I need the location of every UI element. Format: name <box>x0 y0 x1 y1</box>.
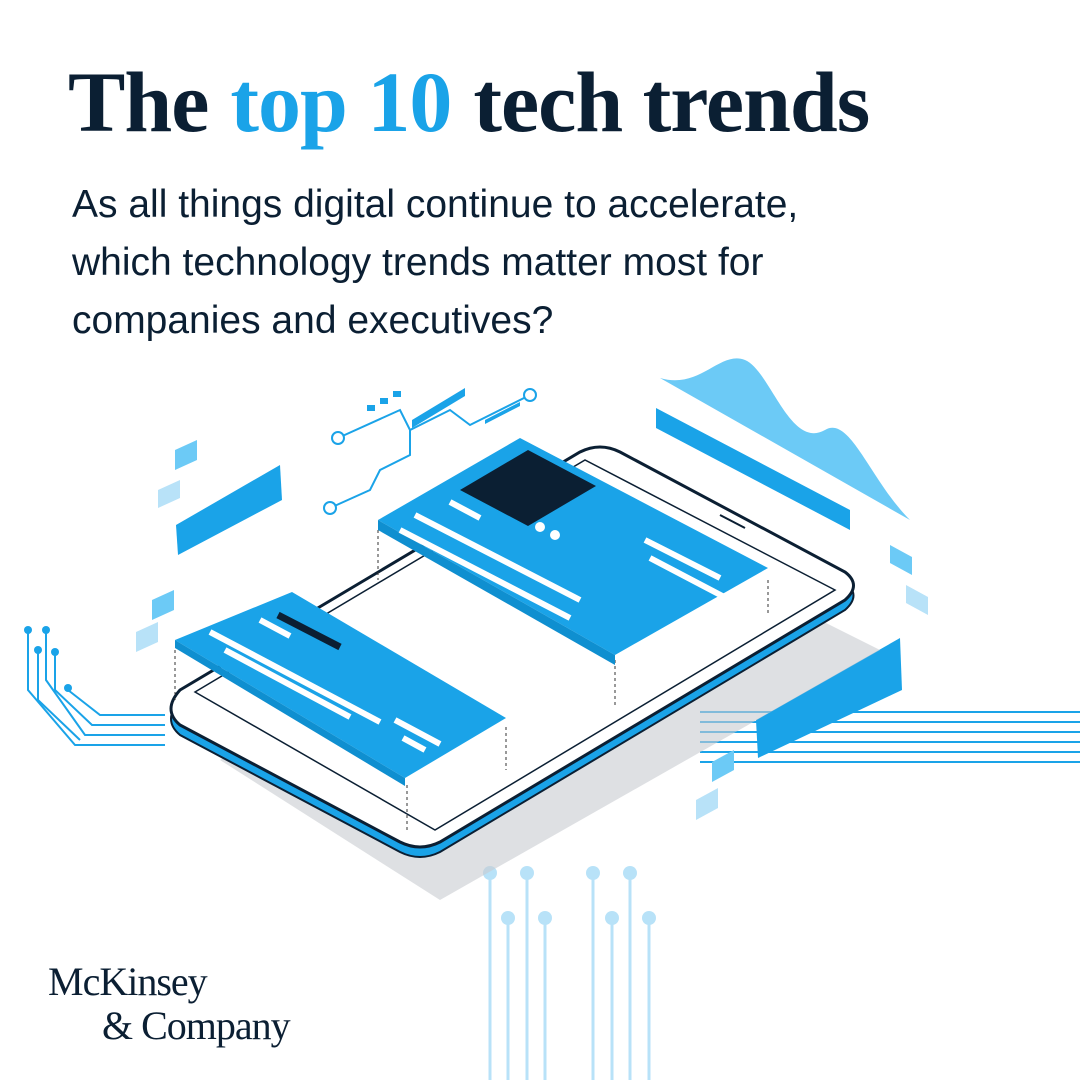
title-end: tech trends <box>473 54 870 150</box>
title-start: The <box>68 54 209 150</box>
title: The top 10 tech trends <box>68 52 891 152</box>
logo-line: McKinsey <box>48 959 208 1004</box>
subtitle-line: companies and executives? <box>72 299 554 342</box>
logo-line: & Company <box>102 1003 291 1048</box>
subtitle: As all things digital continue to accele… <box>72 176 798 350</box>
subtitle-line: which technology trends matter most for <box>72 241 764 284</box>
logo: McKinsey & Company <box>48 959 291 1048</box>
title-highlight: top 10 <box>230 54 452 150</box>
subtitle-line: As all things digital continue to accele… <box>72 183 799 226</box>
